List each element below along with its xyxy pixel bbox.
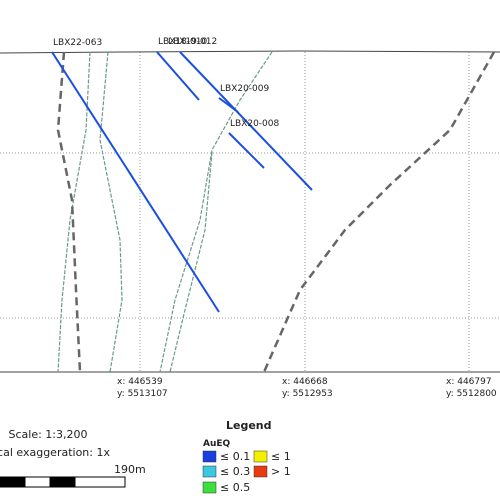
legend-swatch xyxy=(202,465,217,478)
exaggeration: Vertical exaggeration: 1x xyxy=(0,446,110,459)
grid-y-label: y: 5512953 xyxy=(282,389,333,399)
contacts xyxy=(57,51,273,373)
legend-swatch xyxy=(202,450,217,463)
legend-label: ≤ 1 xyxy=(271,450,291,463)
scale-ratio: Scale: 1:3,200 xyxy=(9,428,88,441)
grid-y-label: y: 5513107 xyxy=(117,389,168,399)
legend-label: ≤ 0.1 xyxy=(220,450,250,463)
hole-label: LBX20-008 xyxy=(230,119,280,129)
legend-label: ≤ 0.3 xyxy=(220,465,250,478)
scale-bar xyxy=(0,476,126,488)
legend-label: ≤ 0.5 xyxy=(220,481,250,494)
faults xyxy=(56,51,496,373)
grid-x-label: x: 446539 xyxy=(117,377,163,387)
hole-label: LBX19-012 xyxy=(168,37,217,47)
drill-holes xyxy=(51,51,313,313)
legend-group: AuEQ xyxy=(203,439,231,449)
grid-x-label: x: 446668 xyxy=(282,377,328,387)
legend-swatch xyxy=(253,465,268,478)
hole-label: LBX22-063 xyxy=(53,38,102,48)
legend-swatch xyxy=(253,450,268,463)
legend-swatch xyxy=(202,481,217,494)
scale-bar-label: 190m xyxy=(114,463,146,476)
topography xyxy=(0,50,500,54)
legend-items: ≤ 0.1 ≤ 0.3 ≤ 0.5 ≤ 1 > 1 xyxy=(202,450,291,494)
grid-x-label: x: 446797 xyxy=(446,377,492,387)
grid-y-label: y: 5512800 xyxy=(446,389,497,399)
legend-label: > 1 xyxy=(271,465,291,478)
grid xyxy=(0,52,500,372)
legend-title: Legend xyxy=(226,419,272,432)
hole-label: LBX18-010 xyxy=(158,37,208,47)
hole-label: LBX20-009 xyxy=(220,84,270,94)
